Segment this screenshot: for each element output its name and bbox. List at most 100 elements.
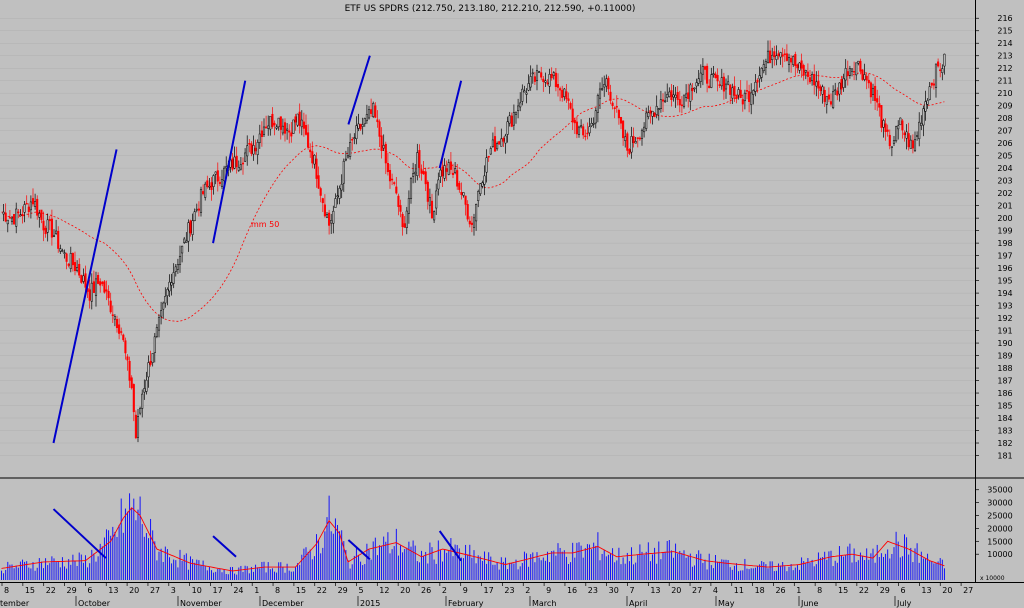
- candle-body: [346, 155, 350, 158]
- candle-body: [328, 212, 331, 226]
- date-tick-label: 7: [630, 586, 635, 595]
- candle-body: [435, 190, 438, 209]
- candle-body: [827, 94, 830, 100]
- candle-body: [853, 71, 856, 73]
- date-tick-label: 20: [400, 586, 410, 595]
- candle-body: [596, 95, 599, 113]
- candle-body: [216, 170, 219, 182]
- candle-body: [214, 171, 217, 175]
- candle-body: [109, 300, 112, 313]
- candle-body: [823, 89, 826, 102]
- candle-body: [615, 106, 618, 108]
- price-tick-label: 196: [997, 264, 1012, 273]
- price-tick-label: 186: [997, 389, 1012, 398]
- candle-body: [496, 143, 499, 150]
- candle-body: [672, 94, 675, 98]
- candle-body: [475, 203, 478, 222]
- candle-body: [632, 136, 635, 144]
- moving-average-label: mm 50: [251, 220, 279, 229]
- candle-body: [246, 145, 249, 157]
- price-tick-label: 198: [997, 239, 1012, 248]
- candle-body: [836, 90, 839, 96]
- candle-body: [202, 191, 205, 195]
- candle-body: [769, 50, 772, 64]
- candle-body: [622, 120, 625, 139]
- month-label: July: [896, 599, 912, 608]
- candle-body: [265, 126, 268, 129]
- candle-body: [888, 134, 891, 147]
- candle-body: [355, 125, 358, 139]
- candle-body: [506, 121, 509, 135]
- candle-body: [321, 198, 324, 204]
- candle-body: [153, 336, 156, 353]
- candle-body: [294, 116, 297, 123]
- date-tick-label: 13: [650, 586, 660, 595]
- candle-body: [666, 94, 669, 98]
- price-tick-label: 216: [997, 14, 1012, 23]
- candle-body: [655, 106, 658, 115]
- candle-body: [569, 103, 572, 109]
- candle-body: [580, 125, 583, 128]
- candle-body: [325, 214, 329, 218]
- candle-body: [607, 77, 610, 90]
- price-tick-label: 192: [997, 314, 1012, 323]
- candle-body: [714, 73, 717, 78]
- candle-body: [84, 273, 87, 288]
- candle-body: [250, 143, 253, 154]
- candle-body: [479, 183, 482, 195]
- candle-body: [943, 53, 946, 67]
- candle-body: [861, 69, 864, 80]
- candle-body: [397, 195, 400, 207]
- candle-body: [798, 62, 801, 71]
- candle-body: [628, 149, 631, 154]
- candle-body: [556, 84, 560, 88]
- candle-body: [577, 126, 581, 135]
- month-label: December: [262, 599, 304, 608]
- candle-body: [395, 186, 398, 194]
- candle-body: [813, 73, 816, 86]
- candle-body: [745, 90, 749, 92]
- volume-bars: [1, 493, 945, 580]
- candle-body: [907, 133, 910, 148]
- candle-body: [319, 188, 322, 196]
- candle-body: [565, 91, 568, 100]
- volume-tick-label: 15000: [987, 537, 1012, 546]
- candle-body: [773, 51, 776, 58]
- price-tick-label: 207: [997, 127, 1012, 136]
- volume-trendline: [347, 539, 371, 561]
- candle-body: [594, 110, 597, 124]
- month-label: November: [180, 599, 222, 608]
- candle-body: [682, 94, 686, 108]
- candle-body: [393, 182, 396, 184]
- candle-body: [592, 122, 595, 125]
- candle-body: [855, 62, 858, 76]
- candle-body: [758, 75, 761, 80]
- candle-body: [630, 136, 633, 153]
- candle-body: [191, 220, 194, 235]
- candle-body: [8, 217, 11, 219]
- candle-body: [313, 155, 316, 165]
- candle-body: [787, 57, 791, 65]
- price-tick-label: 205: [997, 152, 1012, 161]
- candle-body: [613, 107, 616, 110]
- candle-body: [31, 198, 35, 205]
- candle-body: [552, 72, 555, 76]
- price-tick-label: 181: [997, 452, 1012, 461]
- candle-body: [657, 108, 660, 111]
- candle-body: [903, 132, 906, 136]
- candle-body: [800, 60, 803, 69]
- volume-tick-label: 35000: [987, 486, 1012, 495]
- candle-body: [934, 63, 938, 88]
- volume-tick-label: 20000: [987, 524, 1012, 533]
- candle-body: [548, 74, 551, 87]
- date-tick-label: 6: [87, 586, 92, 595]
- date-tick-label: 22: [317, 586, 327, 595]
- price-trendline: [52, 149, 118, 444]
- candle-body: [535, 70, 539, 81]
- candle-body: [447, 162, 450, 175]
- candle-body: [239, 164, 242, 170]
- candle-body: [819, 86, 822, 92]
- date-tick-label: 23: [504, 586, 514, 595]
- date-tick-label: 16: [567, 586, 577, 595]
- candle-body: [25, 202, 28, 205]
